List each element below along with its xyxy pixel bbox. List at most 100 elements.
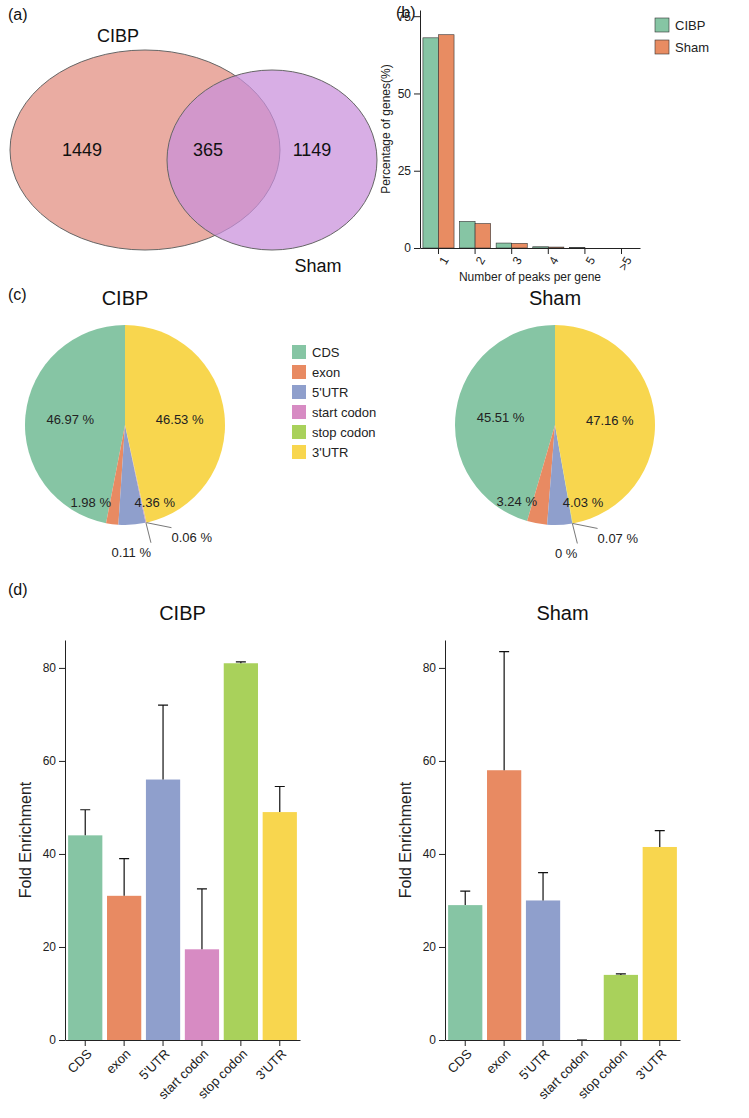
x-axis-tick-label: 2: [473, 254, 489, 267]
y-axis: 0255075: [398, 10, 421, 256]
bar-chart: 020406080CDSexon5'UTRstart codonstop cod…: [397, 602, 681, 1102]
x-axis-tick: 4: [546, 248, 562, 267]
leader-line: [146, 523, 151, 543]
set-label: Sham: [294, 256, 341, 276]
x-axis-tick: CDS: [65, 1040, 95, 1076]
y-axis-tick-mark: [439, 854, 445, 855]
y-axis-tick: 40: [423, 847, 445, 861]
y-axis: 020406080: [43, 641, 66, 1048]
region-count: 1449: [62, 140, 102, 160]
set-label: CIBP: [97, 26, 139, 46]
error-bar: [616, 973, 626, 975]
x-axis: CDSexon5'UTRstart codonstop codon3'UTR: [445, 1040, 681, 1102]
y-axis-tick: 80: [423, 661, 445, 675]
y-axis-tick-label: 0: [49, 1033, 56, 1047]
x-axis-tick: 2: [473, 248, 489, 267]
y-axis-tick-label: 40: [423, 847, 437, 861]
legend-swatch: [292, 405, 306, 419]
bar: [512, 243, 528, 248]
legend: CIBPSham: [655, 18, 709, 55]
x-axis-tick-label: CDS: [65, 1046, 95, 1076]
y-axis-line: [420, 11, 421, 249]
y-axis-tick: 20: [423, 940, 445, 954]
y-axis-tick-mark: [59, 668, 65, 669]
bar: [533, 247, 549, 248]
region-count: 365: [193, 140, 223, 160]
bar: [423, 38, 439, 248]
pie-title: CIBP: [102, 287, 149, 309]
x-axis-tick: 5'UTR: [516, 1040, 552, 1083]
bar: [475, 224, 491, 248]
legend: CDSexon5'UTRstart codonstop codon3'UTR: [292, 345, 376, 460]
x-axis-tick-mark: [438, 248, 439, 254]
error-bar: [158, 705, 168, 779]
y-axis-tick: 60: [423, 754, 445, 768]
slice-label: 0.11 %: [111, 545, 151, 560]
y-axis-tick-label: 40: [43, 847, 57, 861]
x-axis-tick: 5'UTR: [136, 1040, 172, 1083]
y-axis-tick-mark: [439, 668, 445, 669]
y-axis-title: Percentage of genes(%): [379, 64, 393, 193]
region-count: 1149: [293, 140, 332, 160]
y-axis-tick-mark: [439, 1040, 445, 1041]
bar: [622, 248, 638, 249]
x-axis-tick-mark: [475, 248, 476, 254]
slice-label: 46.53 %: [156, 412, 204, 427]
y-axis-tick-label: 0: [404, 241, 411, 255]
error-bar: [499, 652, 509, 771]
x-axis-tick: CDS: [445, 1040, 475, 1076]
background: [0, 0, 749, 1118]
x-axis-tick-label: exon: [483, 1046, 514, 1077]
venn: CIBP Sham 1449 365 1149: [10, 26, 377, 276]
y-axis-title: Fold Enrichment: [397, 781, 414, 898]
y-axis-tick-label: 50: [398, 87, 412, 101]
bar: [263, 812, 297, 1040]
x-axis-tick-mark: [621, 248, 622, 254]
x-axis-title: Number of peaks per gene: [459, 270, 601, 284]
y-axis: 0 20 40 60 80: [423, 641, 446, 1048]
x-axis-tick-mark: [124, 1040, 125, 1046]
y-axis-tick: 0: [404, 241, 420, 255]
y-axis-tick: 20: [43, 940, 65, 954]
x-axis-tick-mark: [584, 248, 585, 254]
set-ellipse: [167, 70, 377, 250]
y-axis-line: [445, 641, 446, 1041]
y-axis-tick-mark: [59, 854, 65, 855]
bar: [548, 247, 564, 248]
pie: CIBP46.97 %1.98 %4.36 %0.11 %0.06 %46.53…: [25, 287, 225, 560]
x-axis-tick: >5: [616, 248, 635, 273]
x-axis-tick-mark: [543, 1040, 544, 1046]
y-axis-tick-mark: [414, 93, 420, 94]
error-bar: [538, 873, 548, 901]
bars: [448, 652, 677, 1040]
legend-swatch: [292, 365, 306, 379]
y-axis-line: [65, 641, 66, 1041]
bar: [565, 1040, 599, 1041]
x-axis-tick: 5: [583, 248, 599, 267]
slice-label: 47.16 %: [586, 413, 634, 428]
x-axis-tick-mark: [620, 1040, 621, 1046]
bar-chart: 020406080CDSexon5'UTRstart codonstop cod…: [17, 602, 301, 1102]
panel-label: (d): [8, 581, 28, 598]
y-axis-tick-mark: [414, 171, 420, 172]
x-axis-tick-mark: [504, 1040, 505, 1046]
error-bar: [577, 1039, 587, 1040]
y-axis-tick-label: 80: [43, 661, 57, 675]
y-axis-tick-label: 80: [423, 661, 437, 675]
legend-swatch: [655, 18, 669, 32]
legend-label: CIBP: [675, 18, 705, 33]
x-axis-tick-label: stop codon: [575, 1046, 631, 1102]
y-axis-tick-mark: [439, 947, 445, 948]
panel-label: (a): [8, 6, 28, 23]
bar: [68, 835, 102, 1040]
y-axis-tick: 40: [43, 847, 65, 861]
x-axis-tick-mark: [581, 1040, 582, 1046]
x-axis-tick-label: CDS: [445, 1046, 475, 1076]
x-axis-line: [421, 248, 641, 249]
legend-swatch: [292, 385, 306, 399]
bar: [460, 221, 476, 248]
y-axis-tick-label: 0: [429, 1033, 436, 1047]
bar: [146, 780, 180, 1040]
y-axis-tick-label: 25: [398, 164, 412, 178]
y-axis-tick: 0: [429, 1033, 445, 1047]
